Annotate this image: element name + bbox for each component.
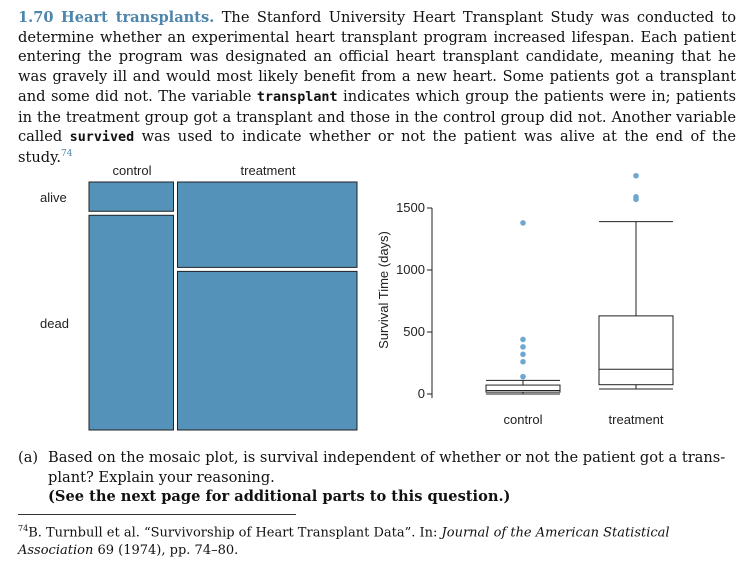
variable-survived: survived: [69, 130, 135, 146]
y-tick-label-0: 0: [418, 386, 425, 401]
question-note: (See the next page for additional parts …: [48, 488, 511, 506]
footnote: 74B. Turnbull et al. “Survivorship of He…: [18, 520, 736, 560]
mosaic-row-label-alive: alive: [40, 190, 67, 205]
outlier-control-4: [520, 336, 526, 343]
footnote-text-1: B. Turnbull et al. “Survivorship of Hear…: [28, 525, 438, 541]
exercise-number: 1.70: [18, 9, 54, 26]
y-tick-label-2: 1000: [396, 262, 425, 277]
mosaic-col-label-control: control: [112, 163, 151, 178]
box-iqr-control: [485, 384, 561, 393]
figure: control treatment alive dead Survival Ti…: [40, 163, 674, 431]
box-treatment: [598, 172, 674, 390]
box-plot: Survival Time (days) 0 500 1000 1500 contro…: [376, 172, 674, 427]
mosaic-row-label-dead: dead: [40, 316, 69, 331]
exercise-intro: 1.70 Heart transplants. The Stanford Uni…: [18, 8, 736, 168]
intro-text-3: was used to indicate whether or not the …: [18, 128, 737, 166]
boxplot-y-ticks: 0 500 1000 1500: [396, 200, 432, 401]
outlier-control-1: [520, 358, 526, 365]
mosaic-col-label-treatment: treatment: [241, 163, 296, 178]
boxplot-x-label-control: control: [503, 412, 542, 427]
outlier-treatment-1: [633, 194, 639, 200]
question-text-1: Based on the mosaic plot, is survival in…: [48, 449, 726, 466]
box-control: [485, 220, 561, 395]
mosaic-tile-treatment-dead: [176, 270, 358, 431]
outlier-control-5: [520, 220, 526, 226]
footnote-mark: 74: [18, 524, 29, 533]
variable-transplant: transplant: [256, 89, 338, 105]
footnote-rule: [18, 514, 296, 515]
mosaic-plot: control treatment alive dead: [40, 163, 358, 431]
exercise-title: Heart transplants.: [60, 9, 215, 26]
footnote-text-2: 69 (1974), pp. 74–80.: [97, 543, 239, 559]
outlier-treatment-2: [633, 172, 639, 179]
question-label: (a): [18, 449, 39, 466]
footnote-ref: 74: [61, 149, 73, 160]
intro-text-1: The Stanford University Heart Transplant…: [18, 9, 736, 105]
question-text-2: plant? Explain your reasoning.: [48, 468, 275, 486]
intro-text-2: indicates which group the patients were …: [18, 87, 736, 146]
outlier-control-0: [520, 373, 526, 380]
boxplot-x-label-treatment: treatment: [609, 412, 664, 427]
mosaic-tile-treatment-alive: [176, 181, 358, 268]
y-tick-label-1: 500: [403, 324, 425, 339]
boxplot-ylabel: Survival Time (days): [376, 231, 391, 349]
outlier-control-2: [520, 351, 526, 358]
mosaic-tile-control-alive: [88, 181, 174, 212]
footnote-journal: Journal of the American Statistical Asso…: [18, 525, 670, 559]
y-tick-label-3: 1500: [396, 200, 425, 215]
mosaic-tile-control-dead: [88, 214, 174, 431]
question-a: (a) Based on the mosaic plot, is survival…: [18, 448, 736, 507]
boxplot-boxes: [485, 172, 674, 395]
box-iqr-treatment: [598, 315, 674, 386]
outlier-control-3: [520, 344, 526, 350]
